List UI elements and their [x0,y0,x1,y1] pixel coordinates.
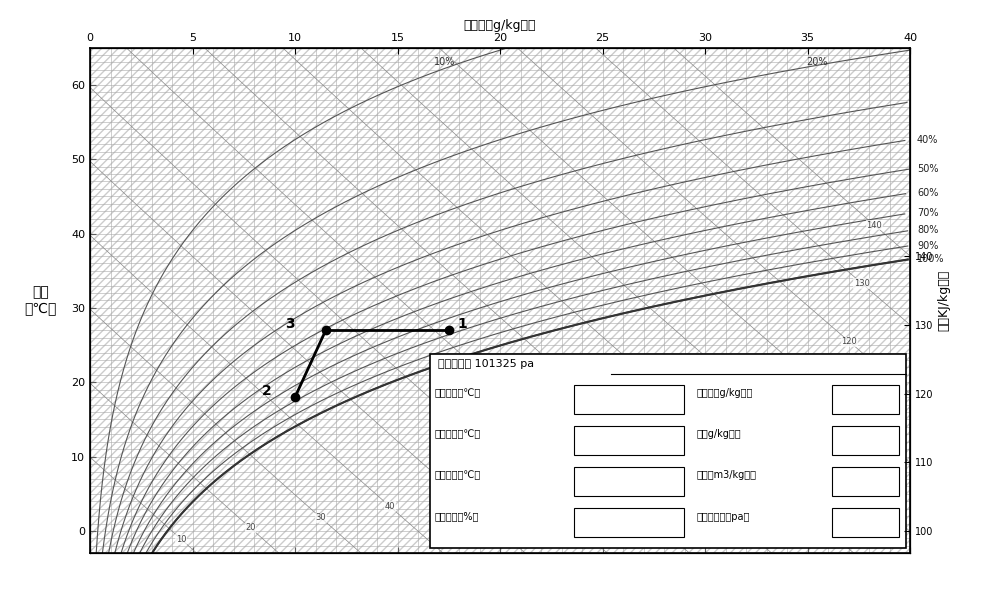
Text: 90: 90 [759,473,770,482]
Text: 10%: 10% [434,58,456,67]
Text: 湿球温度（℃）: 湿球温度（℃） [434,430,481,439]
Y-axis label: 焟（KJ/kg干）: 焟（KJ/kg干） [938,270,951,331]
FancyBboxPatch shape [832,467,899,496]
FancyBboxPatch shape [832,508,899,537]
Text: 60%: 60% [917,188,938,198]
Text: 10: 10 [176,535,187,544]
Text: 焟（g/kg干）: 焟（g/kg干） [697,430,741,439]
Text: 大气压力： 101325 pa: 大气压力： 101325 pa [438,359,535,369]
Text: 80%: 80% [917,225,938,235]
Text: 60: 60 [522,479,532,488]
FancyBboxPatch shape [574,467,684,496]
FancyBboxPatch shape [832,385,899,414]
Text: 50: 50 [453,490,464,500]
X-axis label: 含湿量（g/kg干）: 含湿量（g/kg干） [464,18,536,32]
FancyBboxPatch shape [430,353,906,549]
Text: 40%: 40% [917,134,938,145]
Text: 110: 110 [829,396,844,405]
Text: 130: 130 [854,279,870,288]
Text: 90%: 90% [917,240,938,250]
Text: 2: 2 [262,384,272,398]
Text: 干球温度（℃）: 干球温度（℃） [434,389,481,398]
Text: 含湿量（g/kg干）: 含湿量（g/kg干） [697,389,753,398]
Text: 140: 140 [866,221,882,230]
Text: 比容（m3/kg干）: 比容（m3/kg干） [697,471,757,480]
Text: 120: 120 [841,337,857,346]
Text: 水蜁气分压（pa）: 水蜁气分压（pa） [697,512,750,522]
Y-axis label: 温度
（℃）: 温度 （℃） [25,286,57,315]
Text: 3: 3 [285,317,294,331]
Text: 30: 30 [316,513,326,522]
Text: 100: 100 [816,454,832,463]
Text: 50%: 50% [917,164,938,174]
FancyBboxPatch shape [574,426,684,455]
Text: 1: 1 [457,317,467,331]
Text: 相对温度（%）: 相对温度（%） [434,512,479,522]
Text: 80: 80 [678,473,688,482]
Text: 20%: 20% [806,58,827,67]
Text: 20: 20 [245,524,256,533]
FancyBboxPatch shape [574,508,684,537]
Text: 100%: 100% [917,254,944,264]
Text: 70%: 70% [917,208,938,218]
FancyBboxPatch shape [574,385,684,414]
FancyBboxPatch shape [832,426,899,455]
Text: 70: 70 [596,473,607,482]
Text: 露点温度（℃）: 露点温度（℃） [434,471,481,480]
Text: 40: 40 [385,502,395,511]
